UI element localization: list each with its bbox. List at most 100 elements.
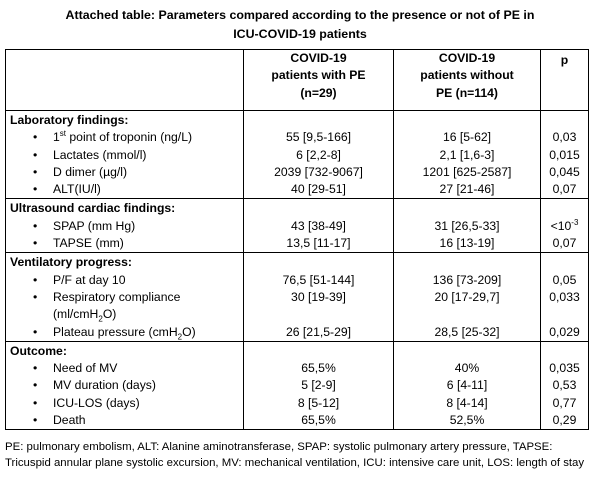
with-pe-value: 65,5% — [243, 360, 394, 378]
parameter-cell: • SPAP (mm Hg) — [5, 217, 244, 236]
p-value: 0,07 — [540, 181, 589, 199]
without-pe-value: 20 [17-29,7] — [393, 288, 541, 324]
section-title-empty-cell — [540, 252, 589, 272]
p-value: 0,015 — [540, 146, 589, 164]
section-title: Ultrasound cardiac findings: — [5, 198, 244, 218]
parameter-label-suffix: O) — [182, 324, 196, 339]
without-pe-value: 52,5% — [393, 412, 541, 431]
table-row: • SPAP (mm Hg) 43 [38-49] 31 [26,5-33] <10-3 — [5, 217, 589, 236]
p-value: <10-3 — [540, 217, 589, 236]
bullet-icon: • — [33, 395, 38, 410]
parameter-superscript: st — [59, 129, 67, 139]
p-value: 0,53 — [540, 377, 589, 395]
header-without-pe-line-2: patients without — [420, 68, 514, 83]
parameter-label: 1 — [53, 130, 60, 145]
parameter-cell: • TAPSE (mm) — [5, 235, 244, 253]
p-value-exponent: -3 — [571, 217, 579, 227]
parameter-cell: • Lactates (mmol/l) — [5, 146, 244, 164]
section-title-row: Outcome: — [5, 340, 589, 361]
bullet-icon: • — [33, 147, 38, 162]
with-pe-value: 40 [29-51] — [243, 181, 394, 199]
table-row: • ALT(IU/l) 40 [29-51] 27 [21-46] 0,07 — [5, 181, 589, 199]
header-with-pe-line-1: COVID-19 — [290, 51, 347, 65]
header-p: p — [540, 49, 589, 111]
header-with-pe: COVID-19 patients with PE (n=29) — [243, 49, 394, 111]
parameter-subscript: 2 — [177, 332, 183, 341]
bullet-icon: • — [33, 413, 38, 428]
section-title-empty-cell — [393, 340, 541, 361]
without-pe-value: 16 [13-19] — [393, 235, 541, 253]
section-title-empty-cell — [393, 252, 541, 272]
section-title-empty-cell — [393, 198, 541, 218]
parameter-label: ALT(IU/l) — [53, 182, 101, 197]
parameter-label-line-2: (ml/cmH — [53, 307, 99, 322]
p-value-base: <10 — [550, 218, 572, 233]
table-header-row: COVID-19 patients with PE (n=29) COVID-1… — [5, 49, 589, 111]
with-pe-value: 76,5 [51-144] — [243, 271, 394, 289]
bullet-icon: • — [33, 130, 38, 145]
table-row: • TAPSE (mm) 13,5 [11-17] 16 [13-19] 0,07 — [5, 235, 589, 253]
parameter-cell: • ALT(IU/l) — [5, 181, 244, 199]
parameter-label: TAPSE (mm) — [53, 236, 124, 251]
bullet-icon: • — [33, 378, 38, 393]
parameter-label: SPAP (mm Hg) — [53, 218, 136, 233]
parameter-cell: • 1st point of troponin (ng/L) — [5, 129, 244, 147]
parameter-label: MV duration (days) — [53, 378, 156, 393]
title-line-2: ICU-COVID-19 patients — [233, 27, 367, 41]
parameter-label: Lactates (mmol/l) — [53, 147, 147, 162]
section-title-empty-cell — [393, 110, 541, 130]
without-pe-value: 27 [21-46] — [393, 181, 541, 199]
table-body: Laboratory findings: • 1st point of tropon… — [5, 110, 589, 431]
section-title-row: Laboratory findings: — [5, 110, 589, 130]
without-pe-value: 31 [26,5-33] — [393, 217, 541, 236]
table-row: • Death 65,5% 52,5% 0,29 — [5, 412, 589, 431]
parameter-label: Death — [53, 413, 86, 428]
bullet-icon: • — [33, 164, 38, 179]
with-pe-value: 43 [38-49] — [243, 217, 394, 236]
section-title-row: Ultrasound cardiac findings: — [5, 198, 589, 218]
header-with-pe-line-3: (n=29) — [300, 85, 337, 100]
with-pe-value: 8 [5-12] — [243, 394, 394, 413]
with-pe-value: 26 [21,5-29] — [243, 323, 394, 342]
table-row: • Plateau pressure (cmH2O) 26 [21,5-29] 28,… — [5, 323, 589, 342]
bullet-icon: • — [33, 218, 38, 233]
parameter-label: Plateau pressure (cmH — [53, 324, 178, 339]
header-without-pe-line-1: COVID-19 — [438, 51, 496, 65]
parameter-cell: • P/F at day 10 — [5, 271, 244, 289]
section-title-empty-cell — [243, 340, 394, 361]
section-title: Outcome: — [5, 340, 244, 361]
parameter-subscript: 2 — [98, 314, 103, 324]
without-pe-value: 16 [5-62] — [393, 129, 541, 147]
p-value: 0,033 — [540, 288, 589, 324]
p-value: 0,035 — [540, 360, 589, 378]
parameter-cell: • Need of MV — [5, 360, 244, 378]
parameter-label-suffix: O) — [102, 307, 117, 322]
bullet-icon: • — [33, 236, 38, 251]
parameter-cell: • MV duration (days) — [5, 377, 244, 395]
parameter-cell: • Plateau pressure (cmH2O) — [5, 323, 244, 342]
p-value: 0,07 — [540, 235, 589, 253]
section-title-empty-cell — [243, 252, 394, 272]
table-row: • Need of MV 65,5% 40% 0,035 — [5, 360, 589, 378]
without-pe-value: 40% — [393, 360, 541, 378]
bullet-icon: • — [33, 289, 38, 304]
section-title-empty-cell — [540, 198, 589, 218]
with-pe-value: 6 [2,2-8] — [243, 146, 394, 164]
with-pe-value: 5 [2-9] — [243, 377, 394, 395]
table-row: • P/F at day 10 76,5 [51-144] 136 [73-209] 0… — [5, 271, 589, 289]
without-pe-value: 2,1 [1,6-3] — [393, 146, 541, 164]
parameter-label: D dimer (µg/l) — [53, 164, 128, 179]
with-pe-value: 65,5% — [243, 412, 394, 431]
section-title: Ventilatory progress: — [5, 252, 244, 272]
p-value: 0,045 — [540, 163, 589, 182]
p-value: 0,03 — [540, 129, 589, 147]
p-value: 0,29 — [540, 412, 589, 431]
section-title-empty-cell — [540, 110, 589, 130]
table-row: • D dimer (µg/l) 2039 [732-9067] 1201 [625-… — [5, 163, 589, 182]
header-empty-cell — [5, 49, 244, 111]
title-line-1: Attached table: Parameters compared acco… — [65, 8, 535, 22]
without-pe-value: 1201 [625-2587] — [393, 163, 541, 182]
parameters-table: COVID-19 patients with PE (n=29) COVID-1… — [5, 49, 589, 431]
table-row: • ICU-LOS (days) 8 [5-12] 8 [4-14] 0,77 — [5, 394, 589, 413]
section-title-empty-cell — [540, 340, 589, 361]
